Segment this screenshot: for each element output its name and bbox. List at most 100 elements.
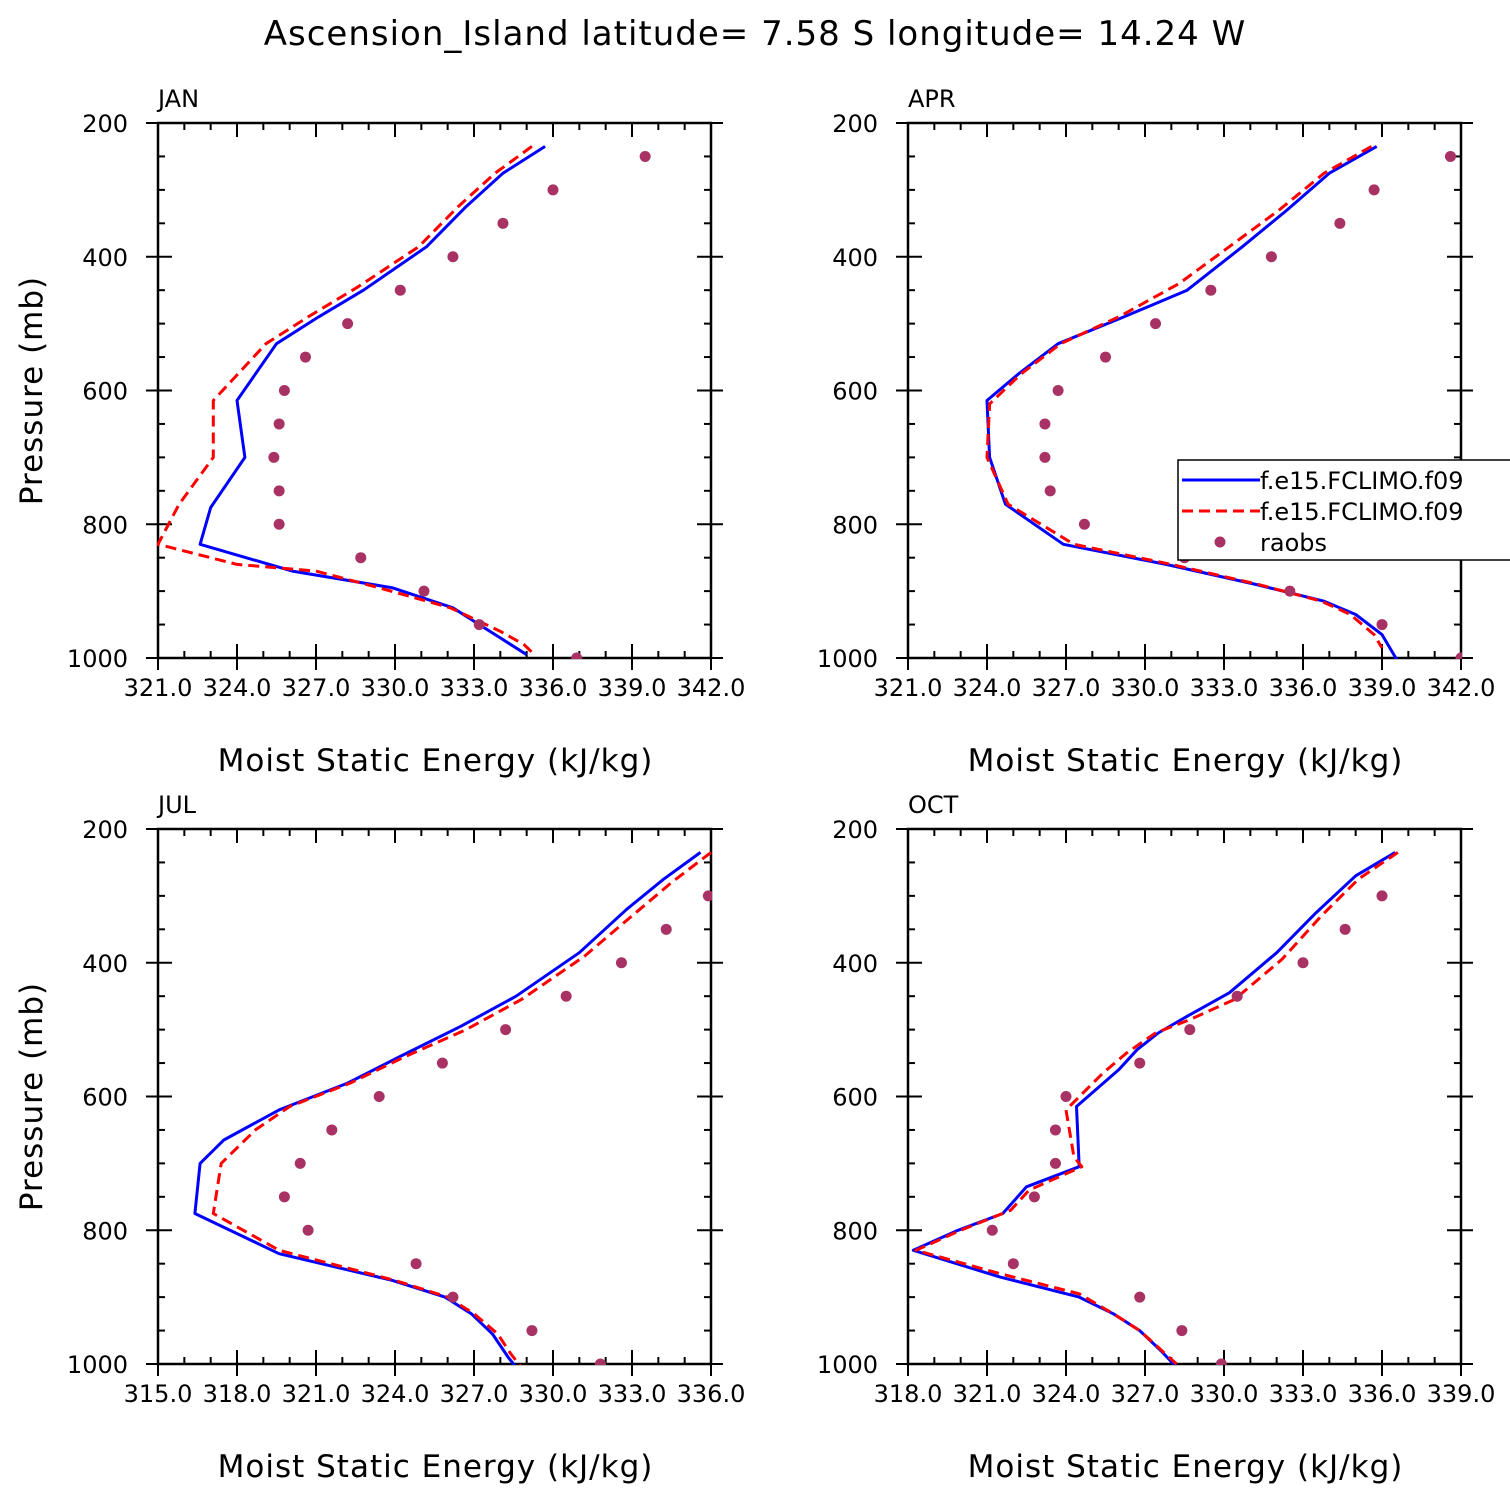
raobs-point xyxy=(1049,1157,1061,1169)
raobs-point xyxy=(1184,1024,1196,1036)
y-tick-label: 800 xyxy=(82,511,128,539)
data-area xyxy=(157,145,651,659)
raobs-point xyxy=(1007,1258,1019,1270)
raobs-point xyxy=(986,1224,998,1236)
raobs-point xyxy=(447,1291,459,1303)
series-line-model2 xyxy=(211,851,712,1365)
raobs-point xyxy=(394,284,406,296)
series-line-model2 xyxy=(914,851,1399,1365)
raobs-point xyxy=(355,552,367,564)
panel-oct: OCT 318.0 321.0 324.0 327.0 330.0 333.0 336.0 33… xyxy=(817,791,1495,1485)
x-tick-label: 327.0 xyxy=(1032,674,1101,702)
x-tick-label: 339.0 xyxy=(1348,674,1417,702)
x-tick-label: 333.0 xyxy=(598,1380,667,1408)
raobs-point xyxy=(1176,1325,1188,1337)
series-line-model1 xyxy=(193,851,702,1365)
series-line-model2 xyxy=(157,145,536,656)
raobs-point xyxy=(1060,1091,1072,1102)
figure-title: Ascension_Island latitude= 7.58 S longit… xyxy=(264,14,1247,54)
x-axis-label: Moist Static Energy (kJ/kg) xyxy=(218,1449,654,1485)
x-tick-label: 318.0 xyxy=(874,1380,943,1408)
raobs-point xyxy=(1297,957,1309,969)
raobs-point xyxy=(1100,351,1111,363)
raobs-point xyxy=(410,1258,422,1270)
series-line-model1 xyxy=(198,145,546,656)
y-tick-label: 600 xyxy=(82,378,128,406)
raobs-point xyxy=(1444,150,1456,162)
y-tick-label: 1000 xyxy=(817,1351,878,1379)
panel-title: JAN xyxy=(156,85,199,113)
raobs-point xyxy=(1334,217,1346,229)
y-tick-label: 600 xyxy=(82,1084,128,1112)
x-tick-label: 330.0 xyxy=(1111,674,1180,702)
raobs-point xyxy=(418,585,430,597)
raobs-point xyxy=(1284,585,1296,597)
series-line-model1 xyxy=(985,145,1399,659)
raobs-point xyxy=(278,1191,290,1203)
x-tick-label: 336.0 xyxy=(677,1380,746,1408)
x-tick-label: 327.0 xyxy=(1111,1380,1180,1408)
raobs-point xyxy=(497,217,509,229)
x-tick-label: 336.0 xyxy=(1269,674,1338,702)
x-tick-label: 333.0 xyxy=(1269,1380,1338,1408)
x-tick-label: 336.0 xyxy=(1348,1380,1417,1408)
raobs-point xyxy=(447,251,459,263)
plot-frame xyxy=(156,121,713,660)
y-tick-label: 400 xyxy=(82,950,128,978)
raobs-point xyxy=(1368,184,1380,196)
y-tick-label: 800 xyxy=(82,1217,128,1245)
x-tick-label: 339.0 xyxy=(598,674,667,702)
x-tick-label: 321.0 xyxy=(953,1380,1022,1408)
raobs-point xyxy=(660,923,672,935)
raobs-point xyxy=(594,1358,606,1365)
raobs-point xyxy=(473,619,485,631)
x-tick-label: 333.0 xyxy=(440,674,509,702)
x-tick-label: 324.0 xyxy=(203,674,272,702)
x-tick-label: 336.0 xyxy=(519,674,588,702)
raobs-point xyxy=(268,451,280,463)
legend: f.e15.FCLIMO.f09 f.e15.FCLIMO.f09 raobs xyxy=(1177,459,1510,561)
plot-frame xyxy=(906,827,1463,1366)
raobs-point xyxy=(560,990,572,1002)
raobs-point xyxy=(273,485,285,497)
legend-label: f.e15.FCLIMO.f09 xyxy=(1260,498,1464,526)
x-tick-label: 327.0 xyxy=(440,1380,509,1408)
raobs-point xyxy=(373,1091,385,1102)
raobs-point xyxy=(273,518,285,530)
raobs-point xyxy=(702,890,712,902)
raobs-point xyxy=(1265,251,1277,263)
raobs-point xyxy=(1376,619,1388,631)
x-tick-label: 339.0 xyxy=(1427,1380,1496,1408)
raobs-point xyxy=(1376,890,1388,902)
raobs-point xyxy=(326,1124,338,1136)
y-tick-label: 800 xyxy=(832,1217,878,1245)
x-tick-label: 330.0 xyxy=(361,674,430,702)
x-tick-label: 324.0 xyxy=(953,674,1022,702)
x-tick-label: 318.0 xyxy=(203,1380,272,1408)
y-tick-label: 400 xyxy=(832,950,878,978)
raobs-point xyxy=(571,652,583,659)
raobs-point xyxy=(1028,1191,1040,1203)
x-axis-label: Moist Static Energy (kJ/kg) xyxy=(968,1449,1404,1485)
raobs-point xyxy=(1339,923,1351,935)
plot-frame xyxy=(906,121,1463,660)
y-tick-label: 600 xyxy=(832,1084,878,1112)
raobs-point xyxy=(1052,385,1064,396)
y-tick-label: 200 xyxy=(832,816,878,844)
y-tick-label: 1000 xyxy=(817,645,878,673)
x-tick-label: 324.0 xyxy=(1032,1380,1101,1408)
data-area xyxy=(911,851,1399,1365)
raobs-point xyxy=(1049,1124,1061,1136)
y-axis-label: Pressure (mb) xyxy=(14,276,50,505)
y-tick-label: 400 xyxy=(82,244,128,272)
series-line-model1 xyxy=(911,851,1396,1365)
x-tick-label: 333.0 xyxy=(1190,674,1259,702)
y-tick-label: 600 xyxy=(832,378,878,406)
y-tick-label: 200 xyxy=(832,110,878,138)
raobs-point xyxy=(547,184,559,196)
raobs-point xyxy=(1044,485,1056,497)
panel-apr: APR 321.0 324.0 327.0 330.0 333.0 336.0 339.0 34… xyxy=(817,85,1495,779)
legend-label: raobs xyxy=(1260,529,1327,557)
raobs-point xyxy=(1150,318,1162,330)
